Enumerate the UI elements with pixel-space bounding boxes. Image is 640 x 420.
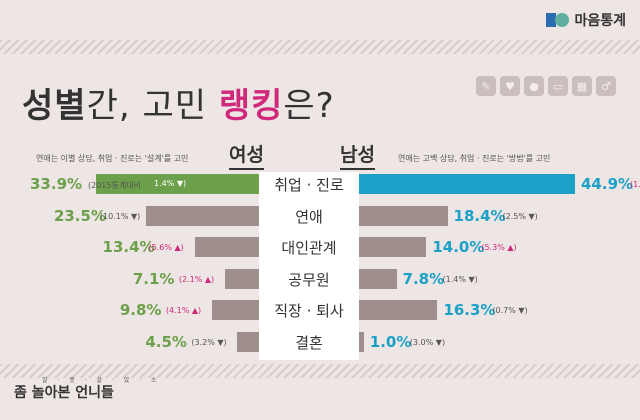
category-label: 결혼 <box>295 333 323 352</box>
female-bar <box>95 174 259 194</box>
female-bar <box>211 300 259 320</box>
title-part-4: 은? <box>283 86 335 126</box>
male-change-label: (3.0% ▼) <box>409 337 446 347</box>
gift-icon: ▦ <box>572 76 592 96</box>
footer-tagline: 잘 · 못 · 살 · 았 · 소 <box>42 377 161 384</box>
male-value-label: 14.0% <box>432 238 485 256</box>
female-change-label: 1.4% ▼) <box>154 179 187 188</box>
chart-row: 직장 · 퇴사 9.8% (4.1% ▲) 16.3% (0.7% ▼) <box>0 298 640 322</box>
female-change-label: (3.2% ▼) <box>191 337 227 347</box>
category-label: 연애 <box>295 207 323 226</box>
gender-icon: ♂ <box>596 76 616 96</box>
chart-row: 공무원 7.1% (2.1% ▲) 7.8% (1.4% ▼) <box>0 267 640 291</box>
male-change-label: (1.3% ▲) <box>630 180 640 189</box>
category-column <box>259 172 359 360</box>
male-value-label: 16.3% <box>443 301 496 319</box>
female-bar <box>145 205 259 226</box>
male-bar <box>359 237 427 257</box>
male-header: 남성 <box>340 140 375 170</box>
female-value-label: 9.8% <box>119 301 162 319</box>
female-bar <box>224 268 259 289</box>
male-change-label: (0.7% ▼) <box>492 306 528 315</box>
male-change-label: (1.4% ▼) <box>442 274 478 284</box>
male-bar <box>359 268 397 289</box>
pen-icon: ✎ <box>476 76 496 96</box>
female-bar <box>194 237 259 257</box>
person-icon: ● <box>524 76 544 96</box>
male-value-label: 18.4% <box>453 206 506 225</box>
male-bar <box>359 331 364 352</box>
male-value-label: 1.0% <box>369 332 412 351</box>
title-part-2: 간, 고민 <box>86 86 219 126</box>
male-bar <box>359 300 438 320</box>
page-title: 성별간, 고민 랭킹은? <box>22 78 335 127</box>
chart-row: 연애 23.5% (10.1% ▼) 18.4% (2.5% ▼) <box>0 204 640 228</box>
category-label: 대인관계 <box>281 239 337 257</box>
bottom-stripe <box>0 364 640 378</box>
top-stripe <box>0 40 640 54</box>
icon-row: ✎ ♥ ● ▭ ▦ ♂ <box>476 76 616 96</box>
male-value-label: 44.9% <box>581 175 634 193</box>
title-part-1: 성별 <box>22 86 87 126</box>
category-label: 공무원 <box>288 270 330 289</box>
male-bar <box>359 174 575 194</box>
female-change-label: (4.1% ▲) <box>165 306 202 315</box>
brand-logo-icon <box>546 11 570 29</box>
female-value-label: 23.5% <box>53 206 106 225</box>
female-change-label: (2.1% ▲) <box>178 274 215 284</box>
female-header: 여성 <box>229 140 264 170</box>
female-value-label: 7.1% <box>132 269 175 288</box>
chart-row: 대인관계 13.4% (5.6% ▲) 14.0% (5.3% ▲) <box>0 235 640 259</box>
category-label: 취업 · 진로 <box>274 176 344 194</box>
male-change-label: (5.3% ▲) <box>481 243 517 252</box>
title-part-3: 랭킹 <box>218 86 284 126</box>
chart-row: 결혼 4.5% (3.2% ▼) 1.0% (3.0% ▼) <box>0 330 640 354</box>
brand-name: 마음통계 <box>574 13 626 29</box>
male-bar <box>359 205 448 226</box>
brand: 마음통계 <box>546 10 626 30</box>
female-change-note: (2015통계대비 <box>88 181 141 190</box>
female-change-label: (5.6% ▲) <box>148 243 184 252</box>
male-caption: 연애는 고백 상담, 취업 · 진로는 '방법'를 고민 <box>398 154 551 163</box>
female-value-label: 13.4% <box>102 238 155 256</box>
female-value-label: 33.9% <box>30 175 83 193</box>
female-value-label: 4.5% <box>145 332 187 351</box>
female-caption: 연애는 이별 상담, 취업 · 진로는 '설계'를 고민 <box>36 154 189 163</box>
heart-icon: ♥ <box>500 76 520 96</box>
chart-row: 취업 · 진로 33.9% (2015통계대비 1.4% ▼) 44.9%(1.3% ▲… <box>0 172 640 196</box>
female-bar <box>237 331 259 352</box>
book-icon: ▭ <box>548 76 568 96</box>
category-label: 직장 · 퇴사 <box>274 302 344 320</box>
male-value-label: 7.8% <box>402 269 445 288</box>
footer-brand: 좀 놀아본 언니들 <box>14 385 114 401</box>
female-change-label: (10.1% ▼) <box>99 211 141 221</box>
male-change-label: (2.5% ▼) <box>502 211 538 221</box>
